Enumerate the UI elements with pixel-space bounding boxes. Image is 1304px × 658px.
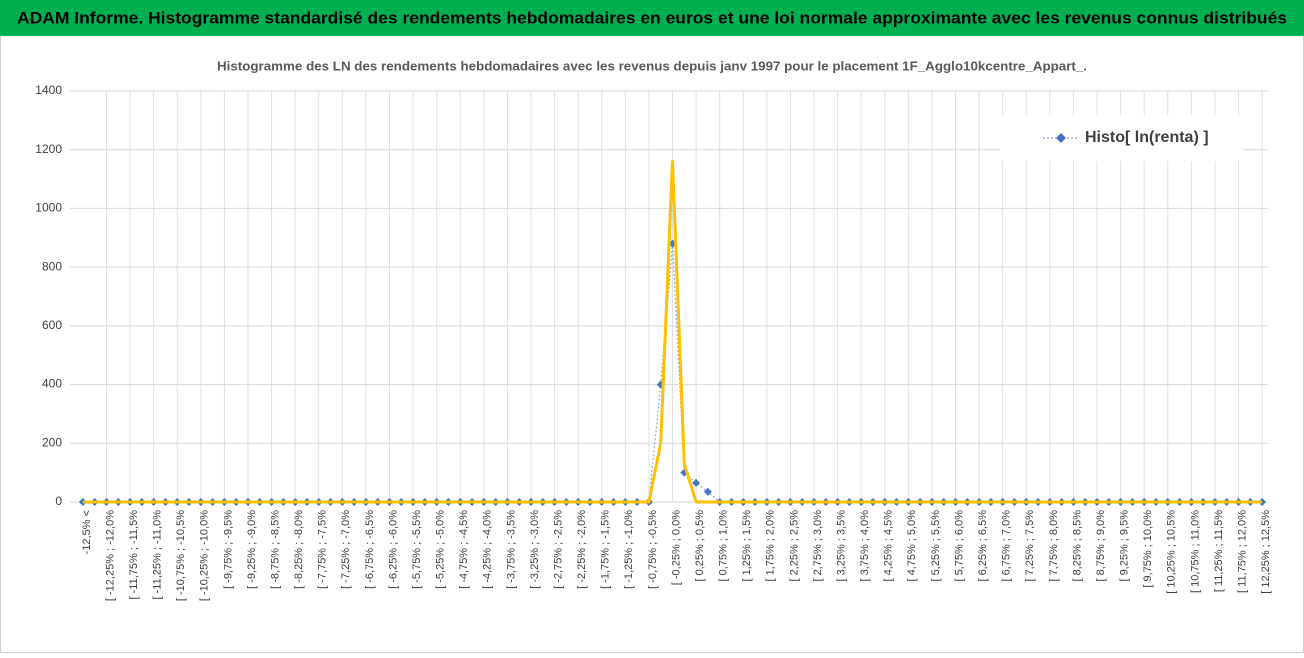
series-line <box>82 159 1263 504</box>
x-tick-label: [ -8,25% ; -8,0% <box>293 510 305 589</box>
x-tick-label: [ 2,25% ; 2,5% <box>788 510 800 582</box>
x-tick-label: [ -8,75% ; -8,5% <box>269 510 281 589</box>
x-tick-label: [ -9,75% ; -9,5% <box>222 510 234 589</box>
x-tick-label: [ -10,25% ; -10,0% <box>199 510 211 601</box>
x-tick-label: [ -0,75% ; -0,5% <box>647 510 659 589</box>
x-tick-label: [ 7,25% ; 7,5% <box>1024 510 1036 582</box>
chart-title: Histogramme des LN des rendements hebdom… <box>217 58 1087 73</box>
x-tick-label: [ -9,25% ; -9,0% <box>246 510 258 589</box>
x-tick-label: [ -2,75% ; -2,5% <box>552 510 564 589</box>
x-tick-label: [ 12,25% ; 12,5% <box>1260 510 1272 594</box>
x-tick-label: [ 4,75% ; 5,0% <box>906 510 918 582</box>
x-tick-label: [ 7,75% ; 8,0% <box>1048 510 1060 582</box>
y-tick-label: 600 <box>42 318 62 332</box>
x-tick-label: -12,5% < <box>81 510 93 554</box>
x-tick-label: [ 6,75% ; 7,0% <box>1001 510 1013 582</box>
legend-label: Histo[ ln(renta) ] <box>1085 129 1209 146</box>
y-tick-label: 400 <box>42 377 62 391</box>
x-tick-label: [ -11,75% ; -11,5% <box>128 510 140 600</box>
x-tick-label: [ 0,25% ; 0,5% <box>694 510 706 582</box>
x-tick-label: [ -6,25% ; -6,0% <box>387 510 399 589</box>
y-tick-label: 1000 <box>35 201 62 215</box>
x-tick-label: [ -1,75% ; -1,5% <box>600 510 612 589</box>
y-tick-label: 0 <box>55 494 62 508</box>
x-tick-label: [ -5,75% ; -5,5% <box>411 510 423 589</box>
x-tick-label: [ 11,75% ; 12,0% <box>1236 510 1248 593</box>
x-tick-label: [ -4,25% ; -4,0% <box>482 510 494 589</box>
x-tick-label: [ 10,75% ; 11,0% <box>1189 510 1201 593</box>
x-tick-label: [ 5,25% ; 5,5% <box>930 510 942 582</box>
x-tick-label: [ -12,25% ; -12,0% <box>104 510 116 601</box>
header-title: ADAM Informe. Histogramme standardisé de… <box>17 8 1287 27</box>
x-tick-label: [ -1,25% ; -1,0% <box>623 510 635 589</box>
x-tick-label: [ -4,75% ; -4,5% <box>458 510 470 589</box>
legend-marker <box>1056 133 1066 143</box>
x-tick-label: [ 9,75% ; 10,0% <box>1142 510 1154 588</box>
x-tick-label: [ -7,25% ; -7,0% <box>340 510 352 589</box>
x-tick-label: [ 10,25% ; 10,5% <box>1166 510 1178 594</box>
x-tick-label: [ 5,75% ; 6,0% <box>953 510 965 582</box>
x-tick-label: [ 3,25% ; 3,5% <box>835 510 847 582</box>
x-tick-label: [ -5,25% ; -5,0% <box>435 510 447 589</box>
y-tick-label: 1200 <box>35 142 62 156</box>
y-tick-label: 1400 <box>35 83 62 97</box>
x-tick-label: [ 4,25% ; 4,5% <box>883 510 895 582</box>
x-tick-label: [ -0,25% ; 0,0% <box>670 510 682 585</box>
x-tick-label: [ 6,25% ; 6,5% <box>977 510 989 582</box>
x-tick-label: [ -10,75% ; -10,5% <box>175 510 187 601</box>
y-tick-label: 800 <box>42 259 62 273</box>
x-tick-label: [ -2,25% ; -2,0% <box>576 510 588 589</box>
x-tick-label: [ 2,75% ; 3,0% <box>812 510 824 582</box>
x-tick-label: [ 9,25% ; 9,5% <box>1119 510 1131 582</box>
x-tick-label: [ 1,25% ; 1,5% <box>741 510 753 582</box>
x-tick-label: [ -6,75% ; -6,5% <box>364 510 376 589</box>
x-tick-label: [ 8,75% ; 9,0% <box>1095 510 1107 582</box>
x-tick-label: [ 8,25% ; 8,5% <box>1071 510 1083 582</box>
x-tick-label: [ -11,25% ; -11,0% <box>152 510 164 600</box>
x-tick-label: [ 3,75% ; 4,0% <box>859 510 871 582</box>
header-bar <box>0 0 1304 36</box>
x-tick-label: [ -7,75% ; -7,5% <box>317 510 329 589</box>
x-tick-label: [ 11,25% ; 11,5% <box>1213 510 1225 592</box>
x-tick-label: [ -3,25% ; -3,0% <box>529 510 541 589</box>
x-tick-label: [ 1,75% ; 2,0% <box>765 510 777 582</box>
y-tick-label: 200 <box>42 435 62 449</box>
x-tick-label: [ 0,75% ; 1,0% <box>718 510 730 582</box>
x-tick-label: [ -3,75% ; -3,5% <box>505 510 517 589</box>
marker <box>703 487 712 496</box>
marker <box>692 478 701 487</box>
legend-box <box>1000 115 1242 161</box>
